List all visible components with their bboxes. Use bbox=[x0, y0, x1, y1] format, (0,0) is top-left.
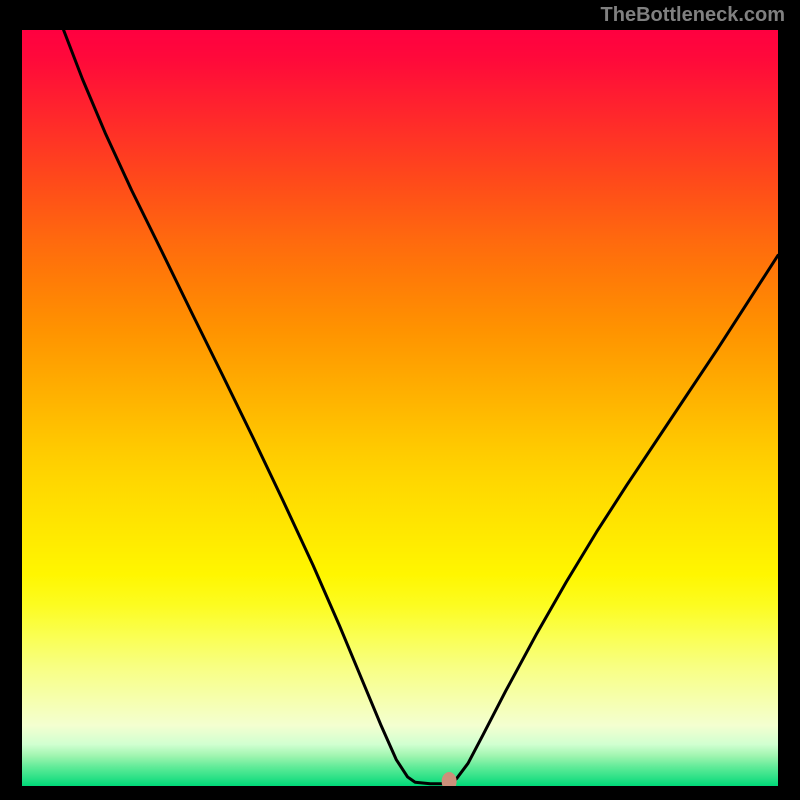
optimal-point-marker bbox=[442, 772, 456, 786]
bottleneck-chart bbox=[22, 30, 778, 786]
watermark-text: TheBottleneck.com bbox=[601, 4, 785, 27]
chart-background bbox=[22, 30, 778, 786]
chart-root: TheBottleneck.com bbox=[0, 0, 800, 800]
